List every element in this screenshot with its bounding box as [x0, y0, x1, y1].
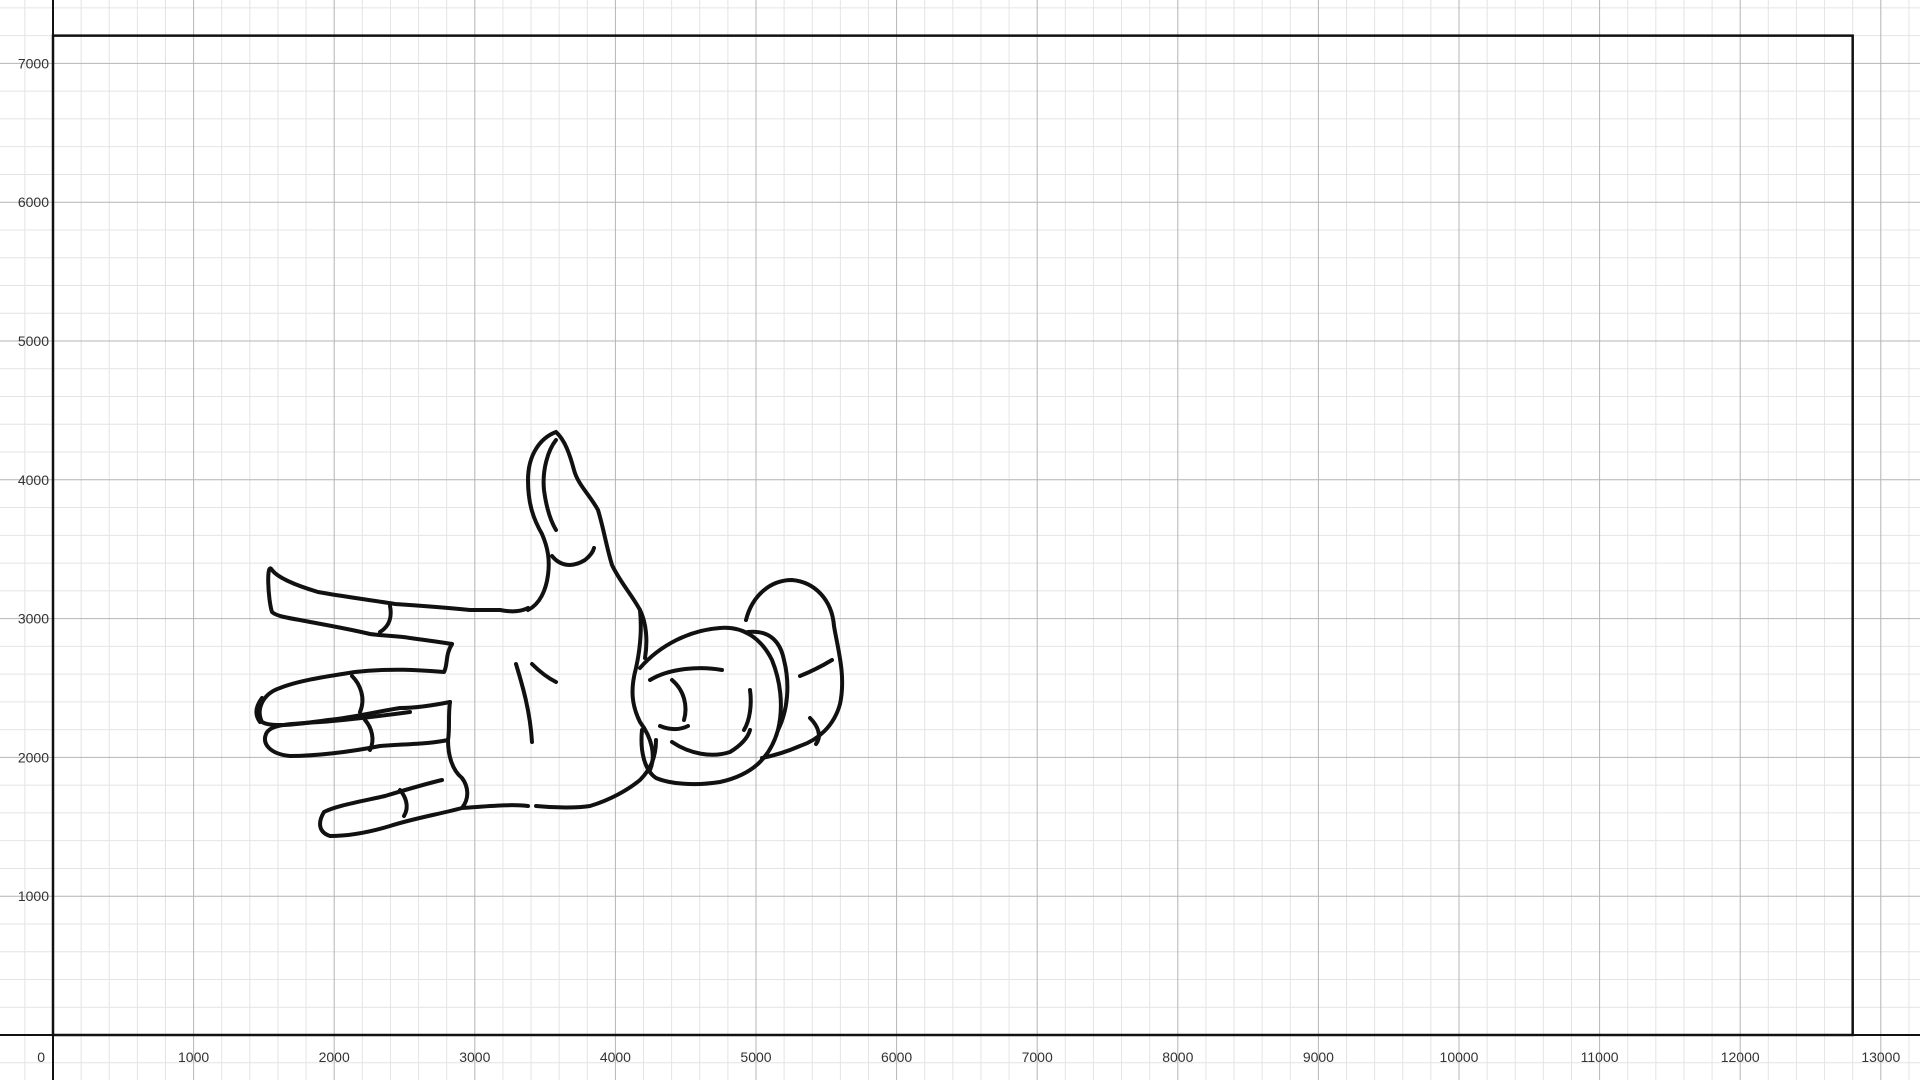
- x-tick-label: 7000: [1022, 1049, 1053, 1065]
- finger-4-joint: [398, 788, 409, 818]
- y-tick-label: 2000: [18, 749, 49, 765]
- fist-thumb-tip: [658, 724, 690, 731]
- x-tick-label: 3000: [459, 1049, 490, 1065]
- y-tick-label: 5000: [18, 333, 49, 349]
- finger-2-outline: [257, 642, 454, 728]
- fist-outline: [638, 625, 783, 787]
- palm-crease-1: [514, 662, 534, 744]
- thumb-crease: [550, 546, 596, 567]
- x-tick-label: 10000: [1440, 1049, 1479, 1065]
- y-tick-labels: 1000 2000 3000 4000 5000 6000 7000: [18, 55, 49, 904]
- finger-1-joint: [378, 604, 393, 634]
- hand-sketch-drawing[interactable]: [254, 430, 845, 838]
- bulb-outline: [744, 578, 845, 760]
- x-tick-label: 2000: [319, 1049, 350, 1065]
- finger-1-outline: [266, 566, 530, 646]
- x-tick-label: 13000: [1861, 1049, 1900, 1065]
- rectangle-frame[interactable]: [51, 34, 1854, 1037]
- x-tick-label: 5000: [740, 1049, 771, 1065]
- x-tick-label: 12000: [1721, 1049, 1760, 1065]
- finger-3-joint: [363, 718, 375, 752]
- y-tick-label: 6000: [18, 194, 49, 210]
- x-tick-label: 6000: [881, 1049, 912, 1065]
- x-tick-label: 8000: [1162, 1049, 1193, 1065]
- palm-crease-2: [530, 662, 558, 684]
- y-tick-label: 4000: [18, 472, 49, 488]
- bulb-inner-curve: [746, 629, 790, 732]
- fist-knuckle-line: [648, 666, 724, 682]
- finger-4-outline: [318, 738, 470, 838]
- fist-finger-fold: [670, 678, 753, 757]
- x-tick-labels: 0 1000 2000 3000 4000 5000 6000 7000 8000 9000 100…: [37, 1049, 1900, 1065]
- y-tick-label: 7000: [18, 55, 49, 71]
- x-tick-label: 11000: [1581, 1049, 1619, 1065]
- y-tick-label: 3000: [18, 611, 49, 627]
- x-tick-label: 0: [37, 1049, 45, 1065]
- x-tick-label: 4000: [600, 1049, 631, 1065]
- x-tick-label: 1000: [178, 1049, 209, 1065]
- bulb-accent: [798, 658, 834, 746]
- finger-2-tip: [254, 696, 264, 724]
- thumb-inner-line: [541, 438, 558, 532]
- finger-2-joint: [350, 674, 365, 714]
- y-tick-label: 1000: [18, 888, 49, 904]
- x-tick-label: 9000: [1303, 1049, 1334, 1065]
- hand-side-edge: [630, 608, 655, 772]
- finger-3-outline: [263, 700, 452, 758]
